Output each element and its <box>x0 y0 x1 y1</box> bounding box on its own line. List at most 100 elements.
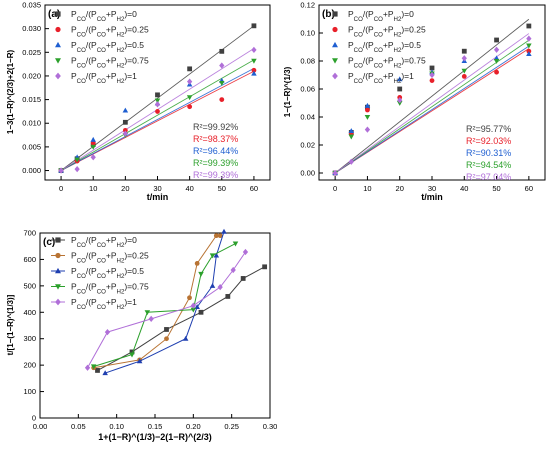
data-point <box>84 364 91 371</box>
legend-label: PCO/(PCO+PH2)=0.25 <box>71 251 149 265</box>
data-point <box>74 166 80 173</box>
data-point <box>148 315 154 323</box>
data-point <box>494 37 499 43</box>
data-point <box>396 100 403 106</box>
y-tick-label: 0.02 <box>300 141 315 150</box>
panel-label: (a) <box>48 9 60 20</box>
data-point <box>155 92 160 98</box>
data-point <box>90 364 97 370</box>
data-point <box>122 130 128 137</box>
y-tick-label: 100 <box>23 387 36 396</box>
legend-label: PCO/(PCO+PH2)=0.75 <box>71 56 149 70</box>
data-point <box>187 66 193 72</box>
panel-label: (c) <box>43 237 55 248</box>
y-axis-label: 1−3(1−R)^(2/3)+2(1−R) <box>6 50 15 135</box>
x-tick-label: 0 <box>59 184 63 193</box>
data-point <box>136 358 143 364</box>
data-point <box>154 98 161 104</box>
data-point <box>122 127 128 133</box>
y-tick-label: 0.030 <box>22 24 41 33</box>
data-point <box>397 86 403 92</box>
x-tick-label: 0.25 <box>224 422 239 431</box>
fit-line <box>334 45 530 174</box>
x-axis-label: t/min <box>421 192 443 202</box>
r2-annotation: R²=98.37% <box>193 134 238 144</box>
legend-marker <box>332 72 338 80</box>
legend-label: PCO/(PCO+PH2)=0.75 <box>348 56 426 70</box>
data-point <box>213 233 219 239</box>
data-point <box>58 167 64 174</box>
x-tick-label: 50 <box>492 184 500 193</box>
y-tick-label: 0.005 <box>22 142 41 151</box>
panel-label: (b) <box>322 9 335 20</box>
x-tick-label: 0.05 <box>71 422 86 431</box>
data-point <box>209 282 216 288</box>
y-tick-label: 600 <box>23 255 36 264</box>
y-tick-label: 200 <box>23 361 36 370</box>
x-tick-label: 30 <box>428 184 436 193</box>
x-tick-label: 20 <box>396 184 404 193</box>
fit-line <box>334 18 530 174</box>
legend-label: PCO/(PCO+PH2)=1 <box>71 71 137 85</box>
data-point <box>242 248 249 256</box>
data-point <box>251 70 257 76</box>
data-point <box>74 157 80 163</box>
data-point <box>348 158 354 165</box>
data-point <box>164 327 169 332</box>
data-point <box>364 114 371 120</box>
data-point <box>397 97 403 104</box>
y-tick-label: 400 <box>23 308 36 317</box>
data-point <box>461 55 467 62</box>
data-point <box>144 310 151 316</box>
data-point <box>526 35 532 42</box>
y-tick-label: 0.10 <box>300 29 315 38</box>
y-tick-label: 0 <box>32 414 36 423</box>
x-tick-label: 30 <box>153 184 161 193</box>
data-point <box>240 276 246 281</box>
data-point <box>429 65 435 71</box>
y-tick-label: 0.020 <box>22 71 41 80</box>
x-tick-label: 10 <box>89 184 97 193</box>
x-tick-label: 60 <box>250 184 258 193</box>
y-tick-label: 0.025 <box>22 48 41 57</box>
data-point <box>155 109 160 114</box>
data-point <box>526 23 532 29</box>
data-point <box>219 62 225 69</box>
legend-marker <box>55 252 61 259</box>
legend-label: PCO/(PCO+PH2)=0 <box>71 9 137 23</box>
series-line <box>105 231 225 374</box>
x-tick-label: 0.20 <box>186 422 201 431</box>
data-point <box>217 284 223 291</box>
x-tick-label: 40 <box>185 184 193 193</box>
data-point <box>348 134 355 140</box>
data-point <box>198 309 204 315</box>
legend-label: PCO/(PCO+PH2)=0 <box>71 235 137 249</box>
x-tick-label: 20 <box>121 184 129 193</box>
r2-annotation: R²=99.39% <box>193 158 238 168</box>
data-point <box>90 136 96 142</box>
r2-annotation: R²=97.04% <box>466 172 511 182</box>
data-point <box>164 336 169 342</box>
data-point <box>122 119 128 125</box>
legend-marker <box>55 298 61 306</box>
legend-label: PCO/(PCO+PH2)=1 <box>71 297 137 311</box>
data-point <box>217 233 223 239</box>
data-point <box>129 349 135 355</box>
data-point <box>232 241 239 247</box>
data-point <box>332 169 338 177</box>
data-point <box>209 253 216 259</box>
x-tick-label: 0.10 <box>109 422 124 431</box>
legend-label: PCO/(PCO+PH2)=0.5 <box>71 40 144 54</box>
data-point <box>225 294 231 299</box>
data-point <box>493 46 500 53</box>
r2-annotation: R²=99.39% <box>193 170 238 180</box>
data-point <box>429 71 435 79</box>
legend-marker <box>55 58 61 64</box>
data-point <box>90 144 96 150</box>
y-tick-label: 0.035 <box>22 1 41 10</box>
data-point <box>190 307 197 313</box>
x-axis-label: 1+(1−R)^(1/3)−2(1−R)^(2/3) <box>98 432 212 442</box>
data-point <box>461 68 468 74</box>
data-point <box>90 140 96 146</box>
